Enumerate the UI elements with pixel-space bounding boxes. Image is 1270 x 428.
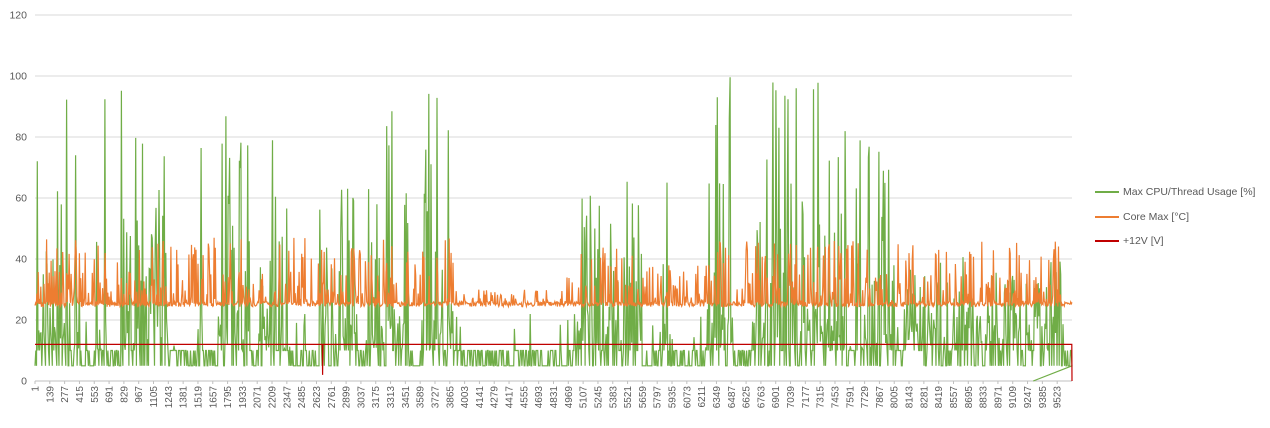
x-tick-label: 9109	[1008, 386, 1019, 409]
x-tick-label: 5521	[623, 386, 634, 409]
x-tick-label: 1795	[223, 386, 234, 409]
x-tick-label: 5935	[668, 386, 679, 409]
y-tick-label: 120	[9, 10, 27, 22]
legend-swatch-cpu	[1095, 191, 1119, 194]
x-tick-label: 1657	[208, 386, 219, 409]
x-tick-label: 6487	[727, 386, 738, 409]
x-tick-label: 6211	[697, 386, 708, 408]
x-tick-label: 3589	[416, 386, 427, 409]
x-tick-label: 9523	[1053, 386, 1064, 409]
x-tick-label: 4831	[549, 386, 560, 409]
x-tick-label: 7177	[801, 386, 812, 409]
x-tick-label: 2761	[327, 386, 338, 409]
x-tick-label: 5107	[579, 386, 590, 409]
y-tick-label: 60	[15, 193, 27, 205]
x-tick-label: 5383	[608, 386, 619, 409]
x-tick-label: 1105	[149, 386, 160, 408]
x-tick-label: 7039	[786, 386, 797, 409]
x-tick-label: 415	[75, 386, 86, 403]
x-tick-label: 4141	[475, 386, 486, 409]
x-tick-label: 4555	[519, 386, 530, 409]
x-tick-label: 6073	[682, 386, 693, 409]
x-tick-label: 4003	[460, 386, 471, 409]
x-tick-label: 8971	[993, 386, 1004, 409]
x-tick-label: 2209	[268, 386, 279, 409]
x-tick-label: 967	[134, 386, 145, 403]
x-tick-label: 7867	[875, 386, 886, 409]
y-tick-label: 0	[21, 376, 27, 388]
x-tick-label: 3313	[386, 386, 397, 409]
x-tick-label: 5659	[638, 386, 649, 409]
x-tick-label: 7729	[860, 386, 871, 409]
x-tick-label: 3727	[430, 386, 441, 409]
x-tick-label: 8557	[949, 386, 960, 409]
x-tick-label: 1243	[164, 386, 175, 409]
x-tick-label: 7453	[830, 386, 841, 409]
series-line-12v	[35, 343, 1073, 382]
legend-label-cpu: Max CPU/Thread Usage [%]	[1123, 186, 1256, 199]
y-tick-label: 40	[15, 254, 27, 266]
x-tick-label: 1381	[179, 386, 190, 409]
legend-label-core-max: Core Max [°C]	[1123, 210, 1190, 223]
y-tick-label: 80	[15, 132, 27, 144]
x-tick-label: 277	[60, 386, 71, 403]
x-tick-label: 2347	[282, 386, 293, 409]
x-tick-label: 8695	[964, 386, 975, 409]
x-tick-label: 8833	[979, 386, 990, 409]
x-tick-label: 8005	[890, 386, 901, 409]
x-tick-label: 3175	[371, 386, 382, 409]
x-tick-label: 4279	[490, 386, 501, 409]
x-tick-label: 3865	[445, 386, 456, 409]
x-tick-label: 139	[45, 386, 56, 403]
x-tick-label: 6349	[712, 386, 723, 409]
x-tick-label: 8281	[919, 386, 930, 409]
x-tick-label: 4969	[564, 386, 575, 409]
x-tick-label: 2485	[297, 386, 308, 409]
legend-swatch-12v	[1095, 240, 1119, 243]
x-tick-label: 2623	[312, 386, 323, 409]
x-tick-label: 3037	[356, 386, 367, 409]
series-line-core-max	[34, 237, 1073, 309]
x-tick-label: 7315	[816, 386, 827, 409]
legend-swatch-core-max	[1095, 215, 1119, 218]
x-tick-label: 5245	[593, 386, 604, 409]
x-tick-label: 7591	[845, 386, 856, 409]
legend-item-cpu: Max CPU/Thread Usage [%]	[1095, 180, 1265, 205]
x-tick-label: 2899	[342, 386, 353, 409]
x-tick-label: 6901	[771, 386, 782, 409]
y-tick-label: 100	[9, 71, 27, 83]
x-tick-label: 3451	[401, 386, 412, 409]
x-tick-label: 9385	[1038, 386, 1049, 409]
x-tick-label: 829	[119, 386, 130, 403]
x-tick-label: 9247	[1023, 386, 1034, 409]
legend-item-core-max: Core Max [°C]	[1095, 205, 1265, 230]
x-tick-label: 1933	[238, 386, 249, 409]
x-tick-label: 691	[105, 386, 116, 403]
x-tick-label: 4693	[534, 386, 545, 409]
legend-item-12v: +12V [V]	[1095, 229, 1265, 254]
x-tick-label: 2071	[253, 386, 264, 409]
legend-label-12v: +12V [V]	[1123, 235, 1164, 248]
x-tick-label: 4417	[505, 386, 516, 409]
chart-legend: Max CPU/Thread Usage [%] Core Max [°C] +…	[1095, 180, 1265, 254]
x-tick-label: 6763	[756, 386, 767, 409]
series-line-cpu	[34, 77, 1073, 382]
x-tick-label: 8419	[934, 386, 945, 409]
x-tick-label: 8143	[905, 386, 916, 409]
x-tick-label: 1519	[193, 386, 204, 409]
x-tick-label: 6625	[742, 386, 753, 409]
x-tick-label: 5797	[653, 386, 664, 409]
x-tick-label: 1	[31, 386, 42, 392]
x-tick-label: 553	[90, 386, 101, 403]
y-tick-label: 20	[15, 315, 27, 327]
